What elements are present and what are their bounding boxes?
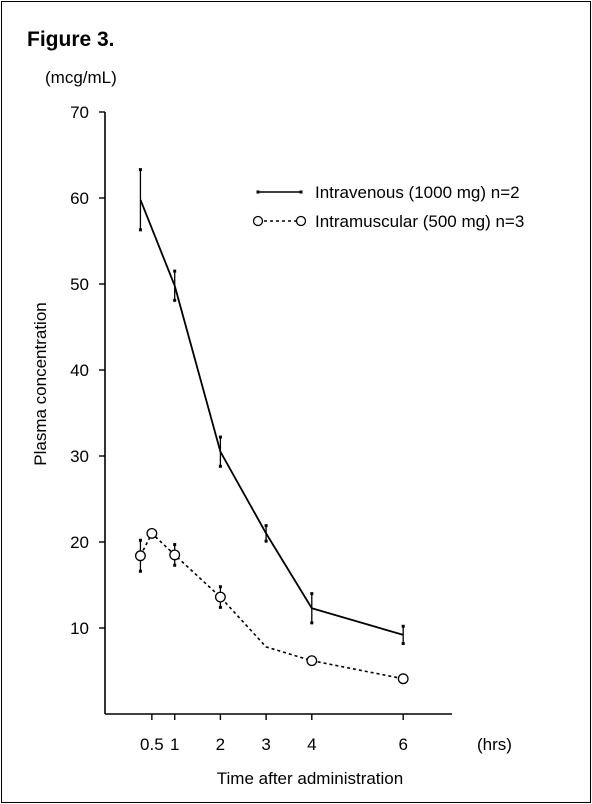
data-point <box>214 591 226 603</box>
data-point <box>397 673 409 685</box>
y-tick-label: 40 <box>70 361 89 380</box>
x-tick-label: 0.5 <box>140 735 164 754</box>
x-tick-label: 2 <box>216 735 225 754</box>
y-tick-label: 10 <box>70 619 89 638</box>
figure-label: Figure 3. <box>27 28 115 51</box>
x-axis-unit: (hrs) <box>477 735 512 754</box>
legend-marker <box>256 190 260 194</box>
x-tick-label: 1 <box>170 735 179 754</box>
legend-marker <box>299 190 303 194</box>
legend: Intravenous (1000 mg) n=2 Intramuscular (… <box>252 183 524 231</box>
x-axis-title: Time after administration <box>217 769 403 788</box>
y-axis-title: Plasma concentration <box>31 302 50 465</box>
data-point <box>169 549 181 561</box>
legend-marker <box>252 215 264 227</box>
data-point <box>306 655 318 667</box>
y-tick-label: 30 <box>70 447 89 466</box>
x-axis-ticks: 0.5 1 2 3 4 6 <box>140 714 408 754</box>
x-tick-label: 4 <box>307 735 316 754</box>
x-tick-label: 6 <box>398 735 407 754</box>
y-tick-label: 70 <box>70 103 89 122</box>
data-point <box>134 550 146 562</box>
x-tick-label: 3 <box>261 735 270 754</box>
y-axis-ticks: 10 20 30 40 50 60 70 <box>70 103 105 638</box>
series-layer <box>134 168 409 685</box>
legend-label-1: Intramuscular (500 mg) n=3 <box>315 212 524 231</box>
y-tick-label: 20 <box>70 533 89 552</box>
y-axis-unit: (mcg/mL) <box>45 68 117 87</box>
y-tick-label: 60 <box>70 189 89 208</box>
legend-marker <box>295 215 307 227</box>
y-tick-label: 50 <box>70 275 89 294</box>
data-point <box>146 527 158 539</box>
series-line-0 <box>139 199 404 636</box>
legend-label-0: Intravenous (1000 mg) n=2 <box>315 183 520 202</box>
